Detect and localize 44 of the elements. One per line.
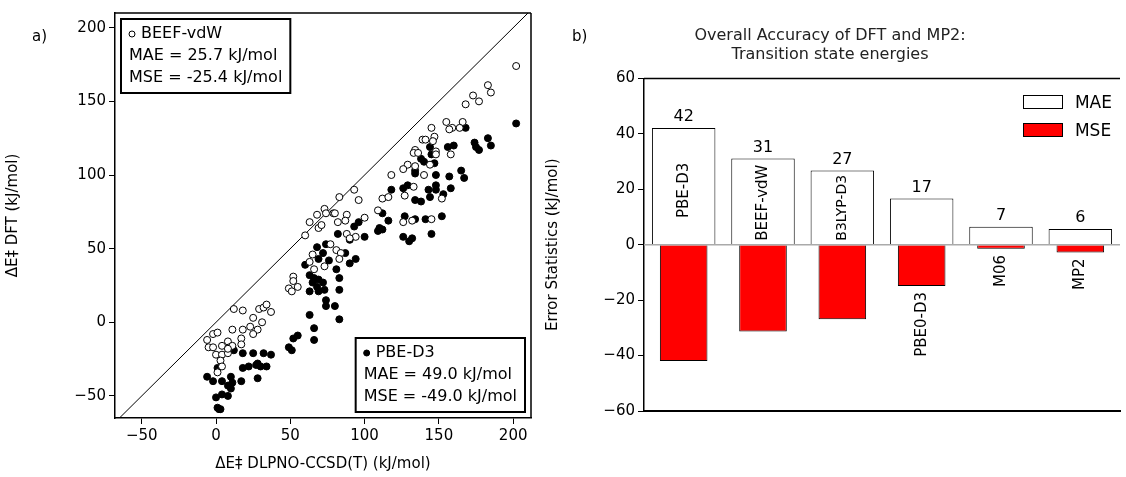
- data-label: 31: [752, 136, 774, 156]
- y-tick-label: 40: [615, 123, 635, 142]
- x-tick-label: 50: [280, 425, 300, 444]
- annotation: MAE = 49.0 kJ/mol: [363, 364, 513, 384]
- data-label: 42: [673, 106, 694, 126]
- y-tick-label: 150: [77, 91, 106, 110]
- y-tick-label: 50: [86, 238, 106, 257]
- y-tick-label: 0: [96, 312, 106, 331]
- y-axis-title: ΔE‡ DFT (kJ/mol): [2, 153, 21, 278]
- y-tick-label: −60: [603, 400, 635, 419]
- x-tick-label: BEEF-vdW: [752, 164, 771, 241]
- data-label: 17: [911, 176, 932, 196]
- y-tick-label: 60: [615, 68, 635, 87]
- x-tick-label: 0: [211, 425, 221, 444]
- legend-label: PBE-D3: [375, 342, 435, 362]
- data-label: 6: [1075, 207, 1086, 227]
- x-tick-label: 150: [424, 425, 454, 444]
- x-tick-label: 200: [498, 425, 528, 444]
- y-tick-label: −50: [74, 385, 106, 404]
- x-tick-label: M06: [990, 254, 1009, 287]
- data-label: 7: [995, 204, 1007, 224]
- legend-label: BEEF-vdW: [141, 23, 223, 43]
- x-tick-label: MP2: [1070, 258, 1089, 290]
- legend: MAE MSE: [1022, 92, 1112, 141]
- y-tick-label: 0: [625, 234, 635, 253]
- x-tick-label: 100: [350, 425, 379, 444]
- text: b): [572, 27, 588, 46]
- annotation: MAE = 25.7 kJ/mol: [129, 45, 278, 65]
- chart-title: Overall Accuracy of DFT and MP2: Transition state energies: [694, 24, 966, 63]
- y-tick-label: −40: [603, 345, 635, 364]
- data-label: 27: [832, 148, 853, 168]
- y-tick-label: 20: [615, 179, 635, 198]
- x-tick-label: PBE0-D3: [911, 291, 930, 357]
- x-tick-label: PBE-D3: [673, 162, 692, 219]
- y-tick-label: 200: [77, 17, 106, 36]
- annotation: MSE = -49.0 kJ/mol: [363, 386, 517, 406]
- x-axis-title: ΔE‡ DLPNO-CCSD(T) (kJ/mol): [215, 453, 431, 472]
- x-tick-label: −50: [125, 425, 158, 444]
- y-axis-title: Error Statistics (kJ/mol): [542, 158, 561, 331]
- legend-label: MSE: [1074, 120, 1112, 141]
- annotation: MSE = -25.4 kJ/mol: [129, 67, 283, 87]
- x-tick-label: B3LYP-D3: [832, 174, 849, 241]
- y-tick-label: −20: [603, 290, 635, 309]
- text: a): [32, 27, 48, 46]
